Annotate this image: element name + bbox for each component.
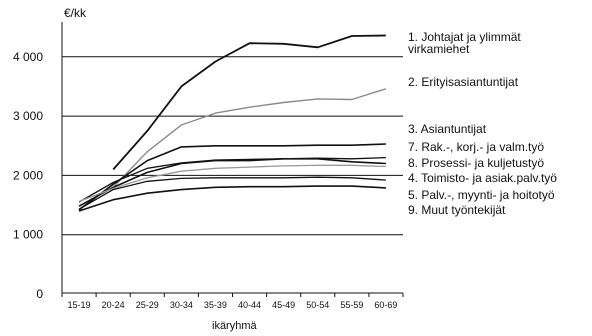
x-tick-label: 50-54 [306, 300, 329, 310]
series-line [78, 176, 386, 210]
legend-entry: 4. Toimisto- ja asiak.palv.työ [408, 171, 557, 185]
y-tick-labels: 0 1 000 2 000 3 000 4 000 [13, 50, 43, 301]
y-tick-label: 1 000 [13, 228, 43, 242]
legend-entry: 1. Johtajat ja ylimmät [408, 30, 521, 44]
y-unit-label: €/kk [64, 6, 87, 20]
legend-entry: 7. Rak.-, korj.- ja valm.työ [408, 140, 544, 154]
series-lines [78, 34, 387, 212]
series-line [78, 143, 386, 211]
legend-entry: 2. Erityisasiantuntijat [408, 75, 519, 89]
x-tick-label: 20-24 [102, 300, 125, 310]
legend-entry: 8. Prosessi- ja kuljetustyö [408, 156, 544, 170]
x-tick-label: 55-59 [340, 300, 363, 310]
x-tick-label: 40-44 [238, 300, 261, 310]
legend-entry: 3. Asiantuntijat [408, 122, 487, 136]
y-tick-label: 4 000 [13, 50, 43, 64]
series-line [78, 158, 386, 207]
series-line [78, 156, 386, 203]
x-axis-label: ikäryhmä [212, 320, 258, 332]
axes [61, 22, 404, 297]
series-line [78, 164, 386, 203]
series-line [112, 88, 387, 188]
x-tick-label: 45-49 [272, 300, 295, 310]
y-tick-label: 0 [36, 287, 43, 301]
series-line [112, 34, 386, 171]
x-tick-labels: 15-19 20-24 25-29 30-34 35-39 40-44 45-49 50-54… [68, 300, 398, 310]
x-tick-label: 25-29 [136, 300, 159, 310]
legend-entry: 9. Muut työntekijät [408, 203, 506, 217]
legend-entry: 5. Palv.-, myynti- ja hoitotyö [408, 188, 555, 202]
y-tick-label: 3 000 [13, 109, 43, 123]
legend-entry: virkamiehet [408, 42, 470, 56]
gridlines [62, 56, 403, 236]
y-tick-label: 2 000 [13, 168, 43, 182]
series-line [78, 185, 386, 212]
x-tick-label: 15-19 [68, 300, 91, 310]
x-tick-label: 60-69 [374, 300, 397, 310]
x-tick-label: 30-34 [170, 300, 193, 310]
x-tick-label: 35-39 [204, 300, 227, 310]
